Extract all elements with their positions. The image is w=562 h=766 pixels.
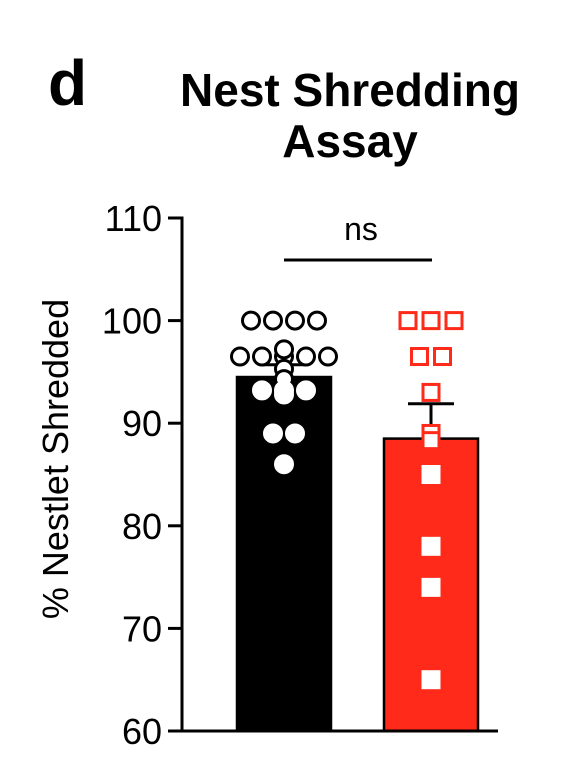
y-axis-label: % Nestlet Shredded bbox=[35, 299, 76, 619]
data-point-group-1 bbox=[263, 423, 283, 444]
y-tick-label: 100 bbox=[102, 301, 162, 342]
data-point-group-2 bbox=[421, 382, 441, 402]
data-point-group-2 bbox=[421, 465, 441, 484]
data-point-group-2 bbox=[421, 431, 441, 451]
data-point-group-1 bbox=[241, 310, 261, 331]
data-point-group-2 bbox=[421, 536, 441, 556]
significance-label: ns bbox=[344, 211, 378, 247]
data-points bbox=[230, 310, 464, 690]
data-point-group-1 bbox=[263, 310, 283, 331]
data-point-group-1 bbox=[230, 346, 250, 367]
y-tick-label: 60 bbox=[122, 711, 162, 752]
data-point-group-2 bbox=[421, 670, 441, 690]
data-point-group-2 bbox=[421, 311, 441, 331]
data-point-group-1 bbox=[274, 454, 294, 475]
bar-1 bbox=[235, 375, 333, 733]
data-point-group-2 bbox=[410, 347, 429, 367]
y-tick-label: 80 bbox=[122, 506, 162, 547]
data-point-group-1 bbox=[296, 346, 316, 367]
data-point-group-1 bbox=[285, 423, 305, 444]
data-point-group-2 bbox=[398, 311, 418, 331]
significance-annotation: ns bbox=[284, 211, 432, 262]
data-point-group-1 bbox=[252, 346, 272, 367]
data-point-group-1 bbox=[252, 380, 272, 401]
data-point-group-1 bbox=[274, 339, 294, 360]
data-point-group-2 bbox=[433, 347, 452, 367]
y-tick-label: 90 bbox=[122, 403, 162, 444]
data-point-group-2 bbox=[444, 311, 464, 331]
data-point-group-1 bbox=[274, 384, 294, 405]
chart-title-line-2: Assay bbox=[282, 115, 418, 167]
y-axis: 60 70 80 90 100 110 bbox=[102, 198, 498, 752]
panel-letter: d bbox=[48, 47, 87, 119]
data-point-group-1 bbox=[318, 346, 338, 367]
data-point-group-1 bbox=[285, 310, 305, 331]
y-tick-label: 110 bbox=[105, 198, 162, 239]
data-point-group-1 bbox=[296, 380, 316, 401]
data-point-group-2 bbox=[421, 577, 441, 597]
data-point-group-1 bbox=[307, 310, 327, 331]
chart-title-line-1: Nest Shredding bbox=[180, 64, 520, 116]
y-tick-label: 70 bbox=[122, 608, 162, 649]
